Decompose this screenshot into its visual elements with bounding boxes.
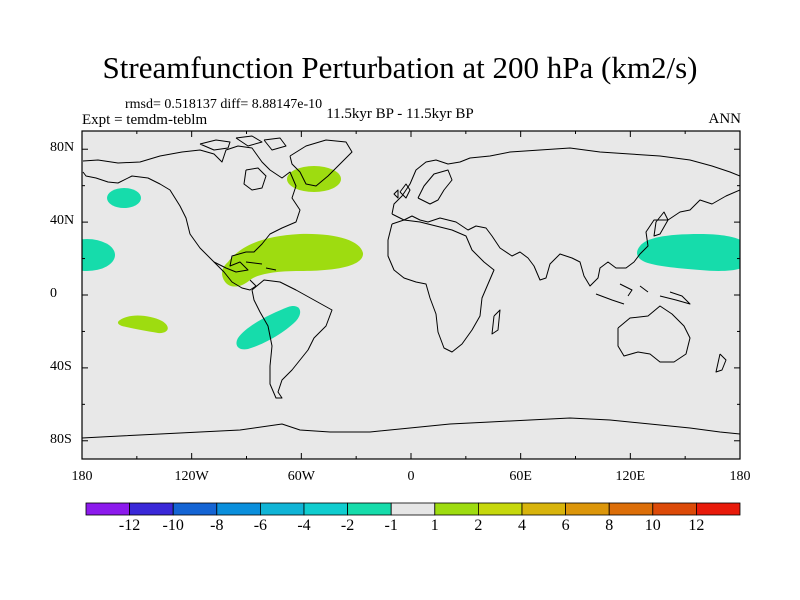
north-america-coast [82,145,301,273]
colorbar-label: 6 [561,517,570,534]
colorbar-box [303,502,348,516]
lat-tick-label: 80S [50,431,72,447]
colorbar-box [521,502,566,516]
lon-tick-label: 120W [174,469,209,484]
madagascar-coast [491,309,501,335]
colorbar-box [259,502,305,516]
season-label: ANN [708,111,742,127]
colorbar-box [652,502,697,516]
axis-ticks [81,131,741,459]
anomaly-caribbean [222,233,364,287]
colorbar-box [565,502,610,516]
caribbean-islands [245,261,277,271]
colorbar-label: -4 [297,517,311,534]
colorbar-label: 1 [430,517,439,534]
coastlines [82,135,740,439]
colorbar-box [608,502,654,516]
colorbar-box [85,502,130,516]
colorbar-box [347,502,392,516]
colorbar-box [390,502,436,516]
colorbar-label: 8 [605,517,614,534]
chart-title: Streamfunction Perturbation at 200 hPa (… [102,50,698,85]
lat-tick-label: 80N [50,140,75,156]
colorbar-label: -2 [340,517,355,534]
colorbar-box [434,502,479,516]
africa-coast [387,219,495,353]
scandinavia-coast [417,169,453,205]
lat-tick-label: 40N [50,213,75,229]
eurasia-coast [391,147,740,287]
colorbar-label: 2 [474,517,483,534]
colorbar [85,502,741,516]
south-america-coast [251,279,333,399]
central-america-coast [213,261,257,291]
arctic-islands-coast [199,135,287,151]
colorbar-label: -6 [253,517,268,534]
lon-tick-label: 180 [71,469,93,484]
lon-tick-label: 0 [407,469,415,484]
lon-tick-label: 180 [729,469,751,484]
map-background [82,131,740,459]
colorbar-label: 10 [644,517,661,534]
colorbar-box [477,502,523,516]
maritime-continent-coast [595,283,691,305]
period-label: 11.5kyr BP - 11.5kyr BP [326,106,474,122]
hudson-bay-coast [243,167,267,191]
lat-tick-label: 40S [50,358,72,374]
colorbar-label: -1 [384,517,398,534]
british-isles-coast [393,183,411,199]
colorbar-box [172,502,218,516]
colorbar-label: 4 [518,517,526,534]
greenland-coast [289,139,353,187]
colorbar-box [129,502,174,516]
colorbar-label: -12 [118,517,141,534]
antarctica-coast [82,417,740,439]
colorbar-label: 12 [688,517,705,534]
anomaly-central-pacific-south [117,315,168,334]
colorbar-label: -10 [162,517,184,534]
lon-tick-label: 60E [509,469,532,484]
colorbar-box [696,502,741,516]
lon-tick-label: 120E [615,469,646,484]
experiment-label: Expt = temdm-teblm [82,112,208,128]
anomaly-central-pacific-north [82,239,115,271]
australia-coast [617,305,691,363]
colorbar-label: -8 [210,517,224,534]
lat-tick-label: 0 [50,286,57,301]
anomaly-northwest-pacific [637,234,740,271]
anomaly-northeast-pacific [107,188,141,208]
colorbar-box [216,502,261,516]
japan-coast [653,211,669,237]
stats-text: rmsd= 0.518137 diff= 8.88147e-10 [125,97,323,112]
new-zealand-coast [715,353,727,373]
lon-tick-label: 60W [287,469,315,484]
